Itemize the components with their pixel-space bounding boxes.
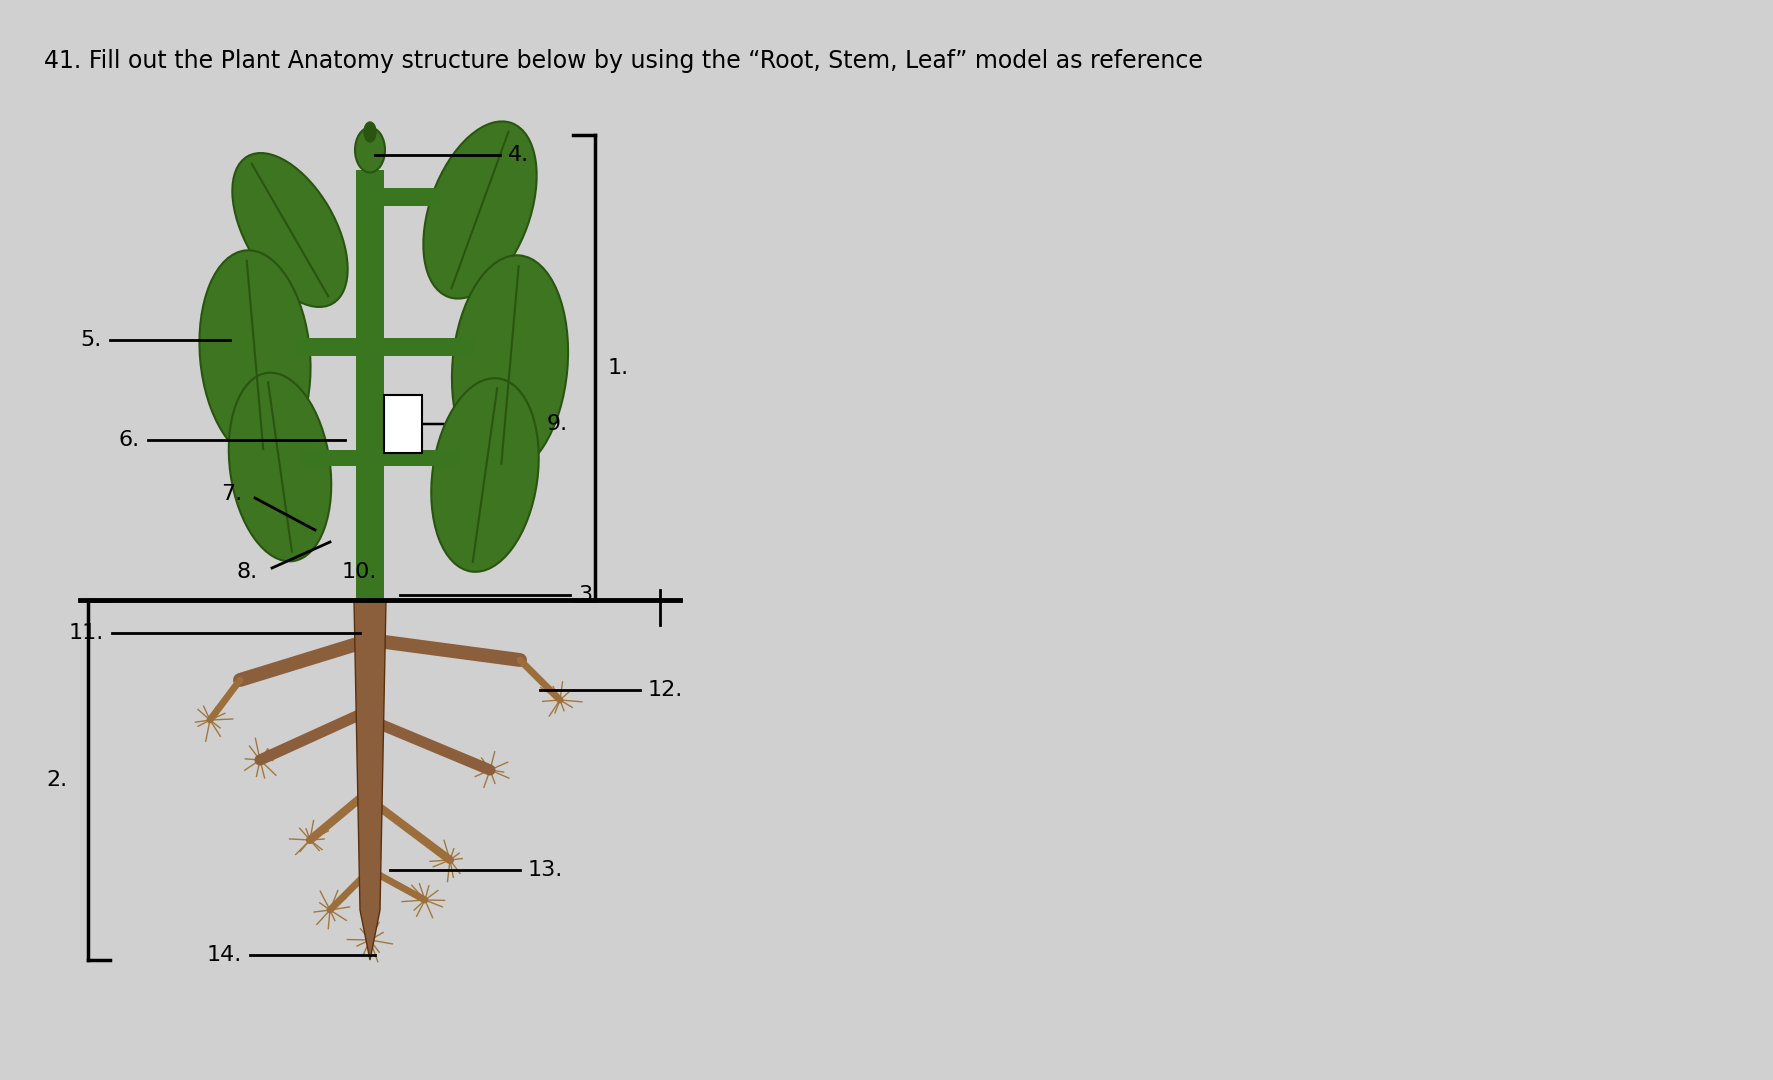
Text: 4.: 4.: [507, 145, 528, 165]
Ellipse shape: [431, 378, 539, 571]
Text: 10.: 10.: [342, 562, 378, 582]
Text: 11.: 11.: [69, 623, 105, 643]
Polygon shape: [355, 600, 387, 960]
Bar: [383, 338, 473, 356]
Bar: [296, 338, 356, 356]
Text: 13.: 13.: [528, 860, 564, 880]
Ellipse shape: [232, 153, 348, 307]
Text: 6.: 6.: [119, 430, 140, 450]
Text: 9.: 9.: [546, 414, 567, 434]
Bar: [356, 170, 383, 600]
Ellipse shape: [363, 122, 376, 141]
Bar: [301, 450, 356, 465]
Text: 14.: 14.: [207, 945, 241, 966]
Text: 41. Fill out the Plant Anatomy structure below by using the “Root, Stem, Leaf” m: 41. Fill out the Plant Anatomy structure…: [44, 49, 1202, 72]
Bar: [383, 450, 459, 465]
Text: 1.: 1.: [608, 357, 629, 378]
Text: 7.: 7.: [222, 484, 241, 504]
Text: 8.: 8.: [238, 562, 257, 582]
Text: 12.: 12.: [647, 680, 683, 700]
Ellipse shape: [199, 251, 310, 460]
Bar: [360, 188, 440, 206]
Ellipse shape: [229, 373, 332, 562]
Ellipse shape: [424, 121, 537, 298]
Text: 2.: 2.: [46, 770, 67, 789]
Ellipse shape: [452, 255, 567, 475]
Text: 5.: 5.: [82, 330, 101, 350]
Ellipse shape: [355, 127, 385, 173]
Text: 3.: 3.: [578, 585, 599, 605]
Bar: [383, 395, 422, 453]
